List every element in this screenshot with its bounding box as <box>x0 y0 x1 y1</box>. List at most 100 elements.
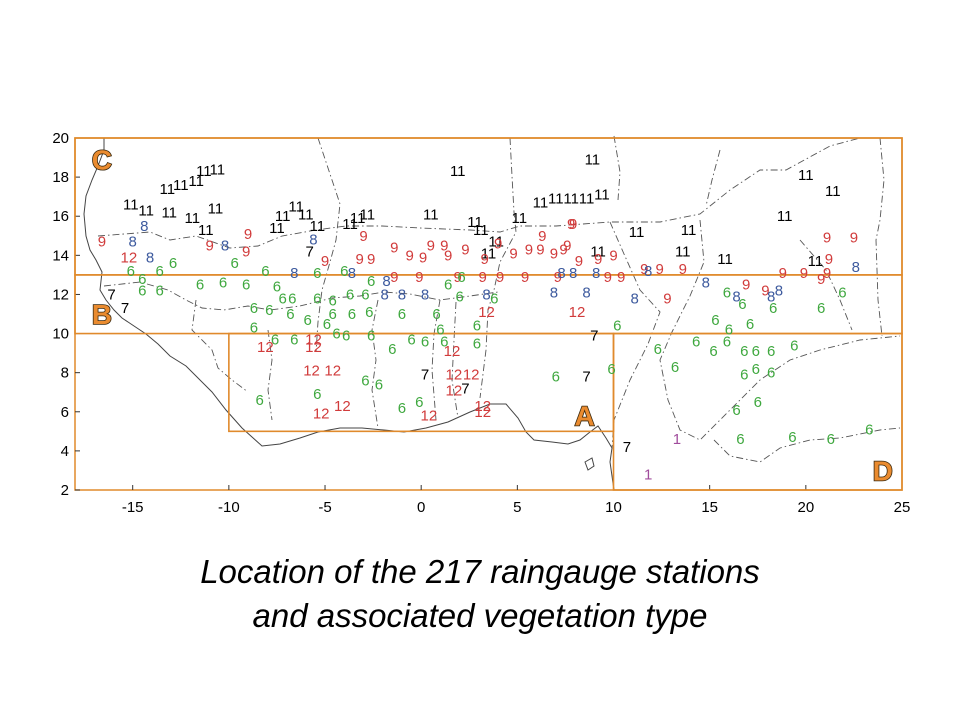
station-type-8: 8 <box>592 265 600 282</box>
station-type-9: 9 <box>355 251 363 268</box>
station-type-6: 6 <box>732 402 740 419</box>
border-line <box>97 137 861 249</box>
station-type-11: 11 <box>579 191 595 208</box>
station-type-6: 6 <box>740 367 748 384</box>
station-type-11: 11 <box>310 218 326 235</box>
station-type-12: 12 <box>478 304 495 321</box>
station-type-12: 12 <box>303 363 320 380</box>
x-tick-label: 15 <box>701 499 718 516</box>
station-type-6: 6 <box>219 275 227 292</box>
station-type-12: 12 <box>324 363 341 380</box>
station-type-9: 9 <box>494 236 502 253</box>
y-tick-label: 8 <box>61 365 69 382</box>
station-type-6: 6 <box>767 343 775 360</box>
station-type-11: 11 <box>825 183 841 200</box>
station-type-11: 11 <box>173 177 189 194</box>
caption-line-1: Location of the 217 raingauge stations <box>200 553 760 590</box>
station-type-9: 9 <box>454 269 462 286</box>
station-type-9: 9 <box>761 283 769 300</box>
station-type-8: 8 <box>221 238 229 255</box>
caption-line-2: and associated vegetation type <box>252 597 708 634</box>
station-type-6: 6 <box>332 326 340 343</box>
station-type-11: 11 <box>185 210 201 227</box>
border-line <box>267 329 273 421</box>
border-line <box>875 137 885 337</box>
island <box>584 457 595 471</box>
station-type-9: 9 <box>604 269 612 286</box>
station-type-9: 9 <box>594 251 602 268</box>
station-type-6: 6 <box>432 306 440 323</box>
station-type-11: 11 <box>594 187 610 204</box>
station-type-11: 11 <box>481 245 497 262</box>
station-type-11: 11 <box>473 222 489 239</box>
station-type-11: 11 <box>298 206 314 223</box>
station-type-11: 11 <box>196 163 212 180</box>
station-type-8: 8 <box>557 265 565 282</box>
station-type-12: 12 <box>569 304 586 321</box>
station-type-6: 6 <box>127 263 135 280</box>
station-type-11: 11 <box>360 206 376 223</box>
station-type-9: 9 <box>98 234 106 251</box>
station-type-9: 9 <box>461 241 469 258</box>
station-type-6: 6 <box>250 300 258 317</box>
figure-caption: Location of the 217 raingauge stations a… <box>0 550 960 638</box>
station-type-6: 6 <box>654 341 662 358</box>
station-type-6: 6 <box>155 283 163 300</box>
station-type-12: 12 <box>474 398 491 415</box>
station-type-6: 6 <box>436 322 444 339</box>
y-tick-label: 18 <box>52 169 69 186</box>
station-type-6: 6 <box>230 255 238 272</box>
station-type-7: 7 <box>590 328 598 345</box>
station-type-11: 11 <box>123 196 139 213</box>
station-type-8: 8 <box>482 286 490 303</box>
station-type-9: 9 <box>419 249 427 266</box>
station-type-12: 12 <box>463 367 480 384</box>
station-type-6: 6 <box>255 392 263 409</box>
station-type-11: 11 <box>269 220 285 237</box>
station-type-9: 9 <box>569 216 577 233</box>
station-type-9: 9 <box>496 269 504 286</box>
station-type-8: 8 <box>290 265 298 282</box>
station-type-6: 6 <box>746 316 754 333</box>
station-type-6: 6 <box>827 431 835 448</box>
station-type-9: 9 <box>525 241 533 258</box>
station-type-9: 9 <box>509 245 517 262</box>
station-type-9: 9 <box>679 261 687 278</box>
station-type-9: 9 <box>390 269 398 286</box>
station-type-6: 6 <box>767 365 775 382</box>
station-type-6: 6 <box>329 292 337 309</box>
station-type-6: 6 <box>607 361 615 378</box>
border-line <box>191 299 249 393</box>
zone-c-outline <box>74 137 903 276</box>
station-type-8: 8 <box>767 288 775 305</box>
station-type-11: 11 <box>350 210 366 227</box>
station-type-6: 6 <box>313 386 321 403</box>
border-line <box>479 137 517 399</box>
station-type-11: 11 <box>585 152 601 169</box>
zone-label-a: A <box>575 401 595 432</box>
station-type-9: 9 <box>663 290 671 307</box>
station-type-7: 7 <box>461 380 469 397</box>
station-type-8: 8 <box>382 273 390 290</box>
station-type-1: 1 <box>673 431 681 448</box>
station-type-6: 6 <box>388 341 396 358</box>
station-type-6: 6 <box>752 343 760 360</box>
station-type-11: 11 <box>467 214 483 231</box>
border-line <box>705 149 721 207</box>
y-tick-label: 16 <box>52 208 69 225</box>
station-type-9: 9 <box>321 253 329 270</box>
station-type-8: 8 <box>852 259 860 276</box>
station-type-6: 6 <box>304 312 312 329</box>
station-type-9: 9 <box>554 269 562 286</box>
station-type-11: 11 <box>423 206 439 223</box>
station-type-6: 6 <box>375 376 383 393</box>
station-type-9: 9 <box>817 271 825 288</box>
station-type-11: 11 <box>681 222 697 239</box>
station-type-8: 8 <box>582 284 590 301</box>
station-type-6: 6 <box>473 318 481 335</box>
station-type-6: 6 <box>169 255 177 272</box>
station-type-8: 8 <box>702 275 710 292</box>
station-type-7: 7 <box>121 300 129 317</box>
station-type-11: 11 <box>288 198 304 215</box>
station-type-9: 9 <box>825 251 833 268</box>
